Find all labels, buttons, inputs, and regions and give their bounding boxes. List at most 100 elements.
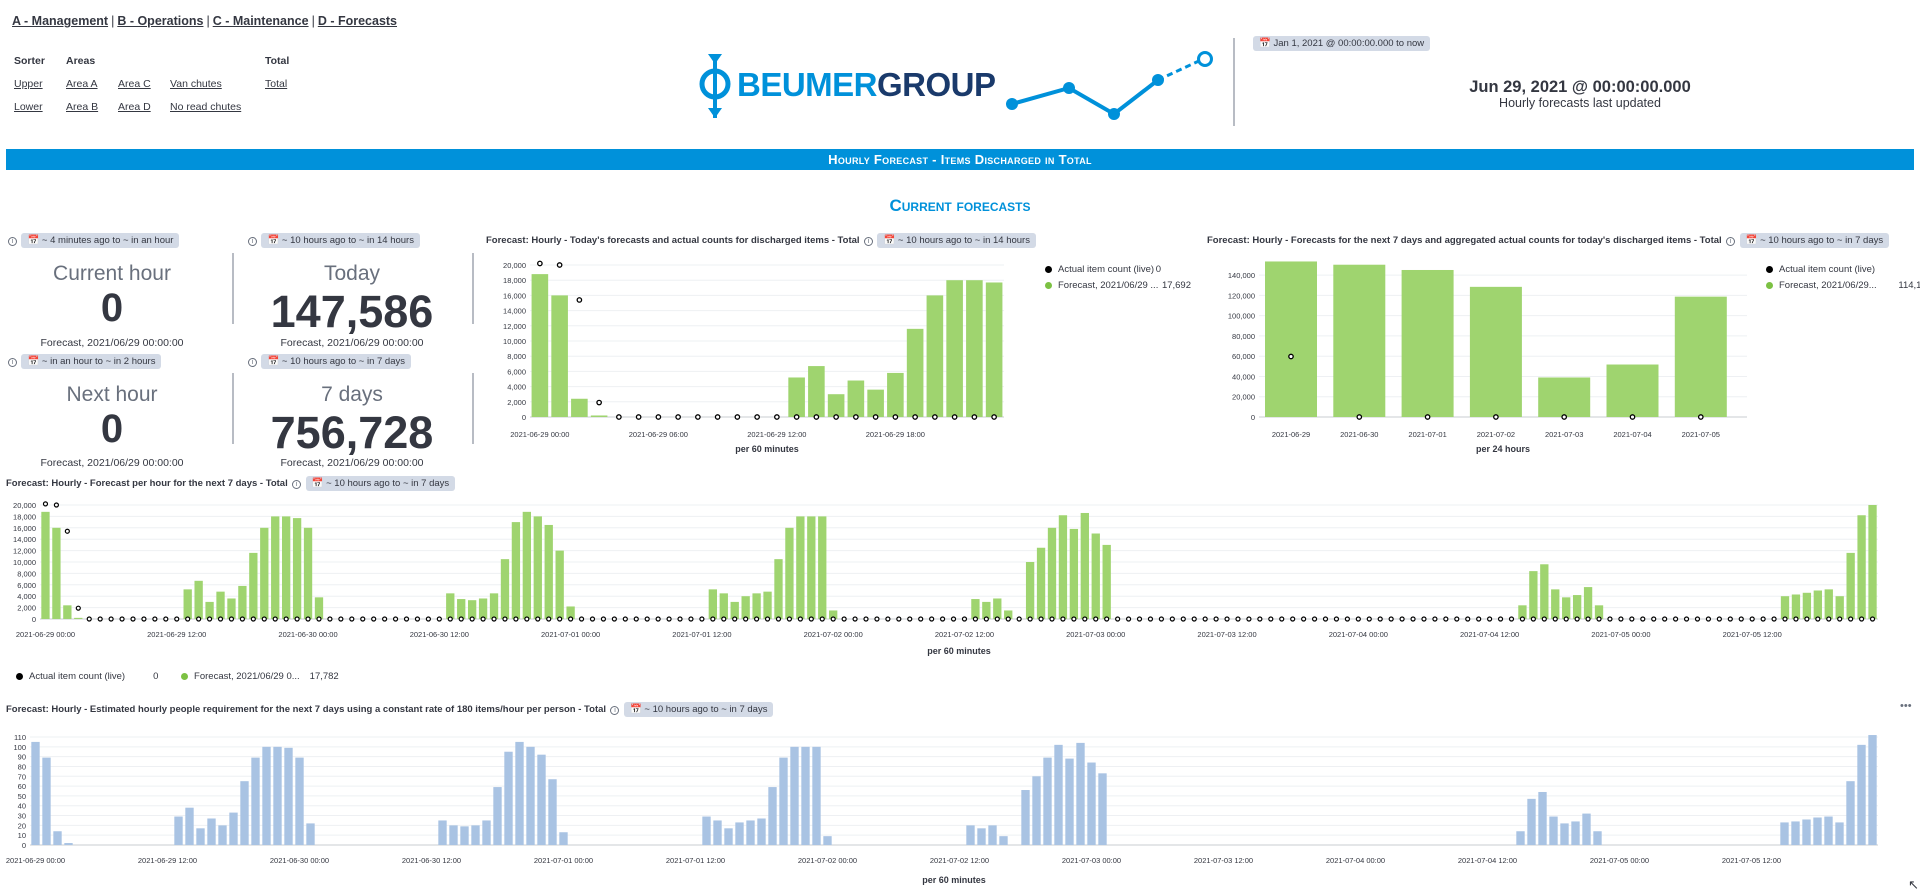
- actual-point: [1574, 616, 1580, 622]
- info-icon[interactable]: i: [864, 237, 873, 246]
- actual-point: [469, 616, 475, 622]
- actual-point: [1629, 414, 1636, 420]
- people-bar: [790, 746, 799, 845]
- x-tick-label: 2021-06-30 00:00: [278, 630, 337, 639]
- info-icon[interactable]: i: [1726, 237, 1736, 246]
- metric-pill-label: ~ in an hour to ~ in 2 hours: [41, 356, 156, 367]
- forecast-bar: [847, 380, 865, 417]
- nav-link-operations[interactable]: B - Operations: [117, 14, 204, 28]
- filter-sorter-lower[interactable]: Lower: [14, 101, 43, 113]
- metric-time-pill[interactable]: i 📅 ~ in an hour to ~ in 2 hours: [8, 351, 162, 369]
- actual-point: [972, 616, 979, 622]
- actual-point: [239, 616, 245, 622]
- forecast-bar: [522, 511, 532, 619]
- people-bar: [174, 816, 183, 845]
- forecast-bar: [1572, 595, 1582, 619]
- people-bar: [1032, 776, 1041, 845]
- legend-item-forecast[interactable]: Forecast, 2021/06/29 0... 17,782: [181, 671, 339, 682]
- actual-point: [793, 414, 800, 420]
- actual-point: [1673, 616, 1679, 622]
- legend-item-forecast[interactable]: Forecast, 2021/06/29... 114,199: [1766, 280, 1920, 291]
- nav-link-forecasts[interactable]: D - Forecasts: [317, 14, 398, 28]
- people-bar: [1791, 821, 1800, 845]
- info-icon[interactable]: i: [248, 358, 257, 367]
- x-tick-label: 2021-07-05 00:00: [1591, 630, 1650, 639]
- forecast-bar: [719, 593, 728, 619]
- y-tick-label: 60,000: [1232, 352, 1255, 361]
- metric-time-pill[interactable]: i 📅 ~ 10 hours ago to ~ in 14 hours: [248, 230, 420, 248]
- info-icon[interactable]: i: [248, 237, 257, 246]
- forecast-bar: [1401, 269, 1454, 417]
- info-icon[interactable]: i: [610, 706, 620, 715]
- total-header: Total: [265, 55, 290, 67]
- people-bar: [295, 757, 304, 845]
- actual-point: [1826, 616, 1832, 622]
- time-pill-people[interactable]: 📅 ~ 10 hours ago to ~ in 7 days: [623, 702, 774, 717]
- filter-area-b[interactable]: Area B: [66, 101, 99, 113]
- nav-separator: |: [206, 14, 210, 28]
- forecast-bar: [1025, 562, 1035, 619]
- actual-point: [1027, 616, 1033, 622]
- metric-time-pill[interactable]: i 📅 ~ 10 hours ago to ~ in 7 days: [248, 351, 411, 369]
- time-pill-next7[interactable]: 📅 ~ 10 hours ago to ~ in 7 days: [1739, 233, 1890, 248]
- filter-area-a[interactable]: Area A: [66, 78, 98, 90]
- nav-link-maintenance[interactable]: C - Maintenance: [212, 14, 309, 28]
- people-bar: [713, 820, 722, 845]
- actual-point: [1191, 616, 1197, 622]
- filter-area-d[interactable]: Area D: [118, 101, 151, 113]
- trend-line-icon: [1006, 51, 1213, 120]
- actual-point: [1311, 616, 1318, 622]
- actual-point: [714, 414, 721, 420]
- actual-point: [546, 616, 552, 622]
- y-tick-label: 4,000: [17, 592, 36, 601]
- logo-beumer: BEUMER: [737, 66, 878, 103]
- legend-item-actual[interactable]: Actual item count (live)0: [1766, 264, 1910, 275]
- actual-point: [1454, 616, 1460, 622]
- y-tick-label: 20,000: [503, 261, 526, 270]
- people-bar: [746, 820, 755, 845]
- panel-options-icon[interactable]: •••: [1900, 700, 1912, 712]
- actual-point: [1640, 616, 1646, 622]
- forecast-bar: [544, 524, 553, 619]
- info-icon[interactable]: i: [8, 237, 17, 246]
- time-pill-perhour[interactable]: 📅 ~ 10 hours ago to ~ in 7 days: [305, 476, 456, 491]
- info-icon[interactable]: i: [8, 358, 17, 367]
- legend-item-forecast[interactable]: Forecast, 2021/06/29 ... 17,692: [1045, 280, 1191, 291]
- filter-sorter-upper[interactable]: Upper: [14, 78, 43, 90]
- legend-item-actual[interactable]: Actual item count (live)0: [16, 671, 158, 682]
- time-pill-today[interactable]: 📅 ~ 10 hours ago to ~ in 14 hours: [877, 233, 1036, 248]
- info-icon[interactable]: i: [292, 480, 302, 489]
- metric-divider: [472, 253, 474, 324]
- filter-total[interactable]: Total: [265, 78, 288, 90]
- filter-area-c[interactable]: Area C: [118, 78, 151, 90]
- metric-time-pill[interactable]: i 📅 ~ 4 minutes ago to ~ in an hour: [8, 230, 180, 248]
- people-bar: [515, 741, 524, 845]
- panel-title-people: Forecast: Hourly - Estimated hourly peop…: [6, 704, 607, 715]
- actual-point: [1246, 616, 1252, 622]
- x-tick-label: 2021-06-30 00:00: [270, 856, 329, 865]
- range-pill[interactable]: 📅 Jan 1, 2021 @ 00:00:00.000 to now: [1253, 33, 1431, 51]
- people-bar: [801, 746, 810, 845]
- people-bar: [471, 825, 480, 845]
- actual-point: [130, 616, 136, 622]
- metric-value: 147,586: [270, 286, 434, 337]
- legend-item-actual[interactable]: Actual item count (live)0: [1045, 264, 1161, 275]
- forecast-bar: [827, 394, 845, 417]
- actual-point: [1738, 616, 1744, 622]
- forecast-bar: [796, 516, 805, 619]
- x-tick-label: 2021-07-04 00:00: [1326, 856, 1385, 865]
- actual-point: [1476, 616, 1482, 622]
- people-bar: [284, 747, 293, 845]
- nav-link-management[interactable]: A - Management: [12, 14, 109, 28]
- sorter-header: Sorter: [14, 55, 45, 67]
- actual-point: [1344, 616, 1350, 622]
- actual-point: [152, 616, 158, 622]
- time-pill-label: ~ 10 hours ago to ~ in 7 days: [326, 478, 450, 489]
- forecast-bar: [1551, 589, 1560, 619]
- people-bar: [306, 823, 315, 845]
- filter-van-chutes[interactable]: Van chutes: [170, 78, 222, 90]
- actual-point: [1421, 616, 1427, 622]
- filter-no-read-chutes[interactable]: No read chutes: [170, 101, 242, 113]
- forecast-bar: [788, 377, 805, 417]
- time-pill-label: ~ 10 hours ago to ~ in 7 days: [644, 704, 768, 715]
